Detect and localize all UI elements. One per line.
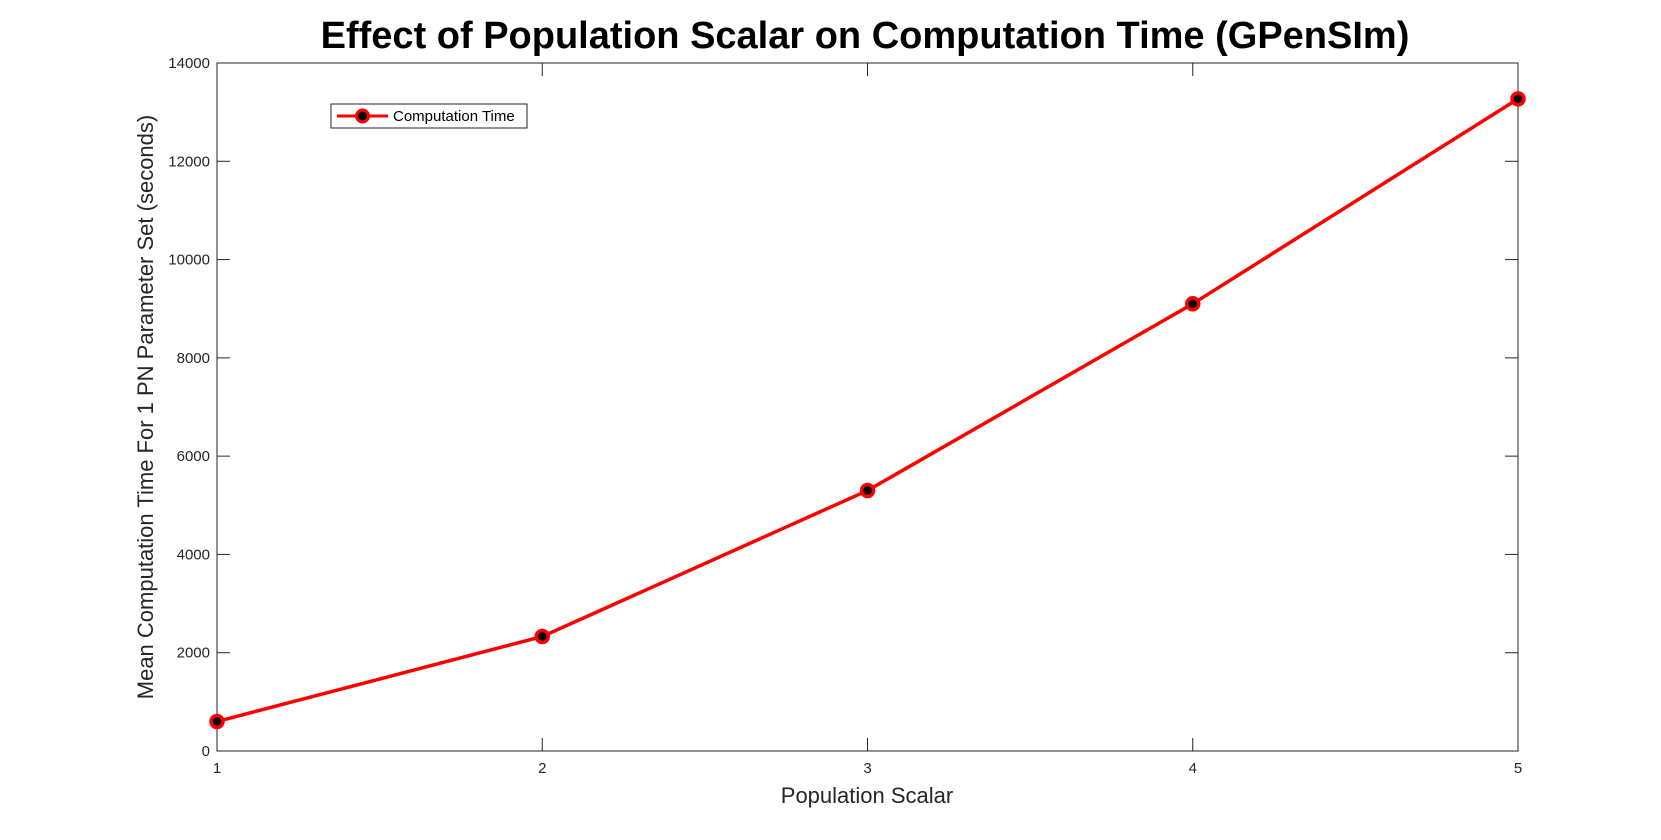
x-tick-label: 5 bbox=[1514, 760, 1522, 777]
x-axis-ticks: 1 2 3 4 5 bbox=[213, 63, 1522, 777]
y-tick-label: 14000 bbox=[168, 55, 210, 72]
data-point bbox=[1510, 91, 1526, 107]
x-tick-label: 2 bbox=[538, 760, 546, 777]
y-tick-label: 12000 bbox=[168, 153, 210, 170]
data-point bbox=[859, 482, 876, 499]
x-tick-label: 3 bbox=[863, 760, 871, 777]
y-axis-ticks: 0 2000 4000 6000 8000 10000 12000 14000 bbox=[168, 55, 1518, 760]
data-point bbox=[534, 628, 550, 645]
y-tick-label: 8000 bbox=[177, 350, 210, 367]
x-axis-label: Population Scalar bbox=[781, 783, 953, 808]
legend: Computation Time bbox=[330, 103, 528, 129]
plot-area bbox=[216, 62, 1519, 752]
data-point bbox=[209, 713, 225, 730]
y-tick-label: 6000 bbox=[177, 448, 210, 465]
y-tick-label: 0 bbox=[202, 743, 210, 760]
x-tick-label: 4 bbox=[1189, 760, 1197, 777]
chart-title: Effect of Population Scalar on Computati… bbox=[321, 15, 1410, 57]
data-point bbox=[1185, 296, 1201, 312]
series-layer bbox=[209, 91, 1526, 730]
y-tick-label: 2000 bbox=[177, 645, 210, 662]
y-tick-label: 10000 bbox=[168, 252, 210, 269]
y-tick-label: 4000 bbox=[177, 546, 210, 563]
legend-label: Computation Time bbox=[393, 108, 515, 125]
y-axis-label: Mean Computation Time For 1 PN Parameter… bbox=[133, 115, 158, 699]
legend-marker-swatch bbox=[355, 108, 370, 124]
x-tick-label: 1 bbox=[213, 760, 221, 777]
